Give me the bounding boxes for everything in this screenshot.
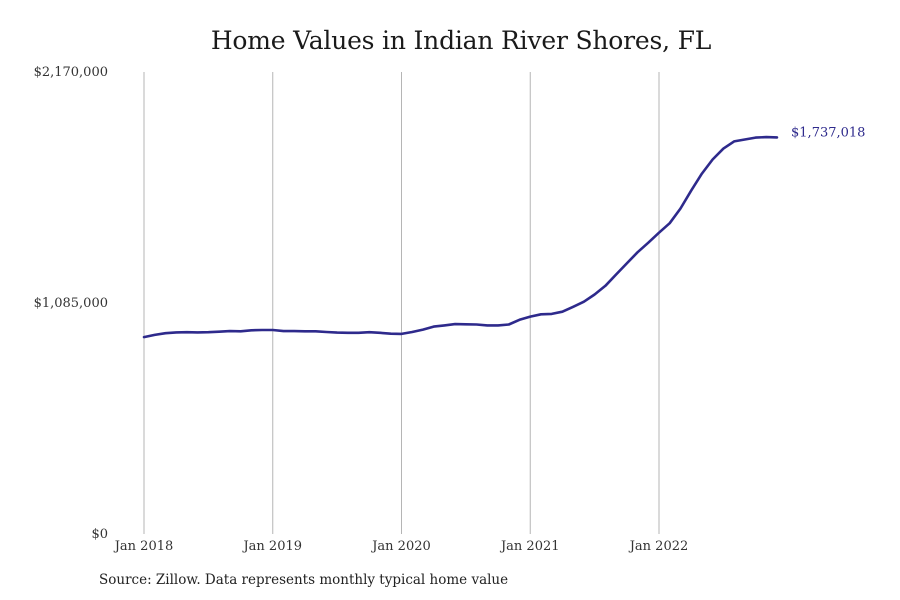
data-point: [315, 330, 317, 332]
data-point: [400, 333, 402, 335]
data-point: [390, 333, 392, 335]
data-point: [551, 313, 553, 315]
data-point: [508, 323, 510, 325]
data-point: [604, 285, 606, 287]
data-point: [336, 331, 338, 333]
data-point: [733, 140, 735, 142]
y-axis: $0 $1,085,000 $2,170,000: [34, 65, 108, 542]
data-point: [765, 136, 767, 138]
gridlines: [143, 72, 660, 534]
x-tick-label: Jan 2019: [241, 539, 302, 554]
y-tick-label: $1,085,000: [34, 296, 108, 311]
data-point: [443, 324, 445, 326]
data-point: [561, 311, 563, 313]
data-point: [593, 293, 595, 295]
data-point: [422, 328, 424, 330]
data-point: [711, 158, 713, 160]
data-point: [497, 324, 499, 326]
data-point: [679, 207, 681, 209]
y-tick-label: $0: [91, 527, 108, 542]
home-value-series-line: [142, 135, 779, 339]
data-point: [486, 324, 488, 326]
x-axis: Jan 2018 Jan 2019 Jan 2020 Jan 2021 Jan 2022: [113, 539, 689, 554]
data-point: [325, 331, 327, 333]
data-point: [196, 331, 198, 333]
source-note: Source: Zillow. Data represents monthly …: [99, 572, 509, 588]
data-point: [701, 172, 703, 174]
x-tick-label: Jan 2022: [628, 539, 689, 554]
data-point: [433, 325, 435, 327]
data-point: [465, 323, 467, 325]
data-point: [690, 189, 692, 191]
data-point: [636, 251, 638, 253]
data-point: [250, 329, 252, 331]
data-point: [218, 331, 220, 333]
data-point: [744, 138, 746, 140]
data-point: [529, 315, 531, 317]
data-point: [658, 232, 660, 234]
data-point: [615, 273, 617, 275]
x-tick-label: Jan 2018: [113, 539, 174, 554]
data-point: [186, 331, 188, 333]
data-point: [647, 242, 649, 244]
data-point: [475, 323, 477, 325]
data-point: [776, 136, 778, 138]
data-point: [454, 323, 456, 325]
data-point: [722, 147, 724, 149]
end-value-label: $1,737,018: [791, 125, 865, 140]
x-tick-label: Jan 2021: [499, 539, 560, 554]
data-point: [207, 331, 209, 333]
data-point: [626, 262, 628, 264]
data-point: [669, 222, 671, 224]
data-point: [304, 330, 306, 332]
data-point: [293, 330, 295, 332]
data-point: [368, 331, 370, 333]
data-point: [175, 331, 177, 333]
data-point: [261, 329, 263, 331]
data-point: [272, 329, 274, 331]
y-tick-label: $2,170,000: [34, 65, 108, 80]
data-point: [379, 332, 381, 334]
data-point: [754, 136, 756, 138]
x-tick-label: Jan 2020: [370, 539, 431, 554]
data-point: [164, 332, 166, 334]
data-point: [540, 313, 542, 315]
data-point: [154, 334, 156, 336]
data-point: [572, 306, 574, 308]
chart-title: Home Values in Indian River Shores, FL: [210, 26, 712, 55]
data-point: [357, 332, 359, 334]
data-point: [518, 319, 520, 321]
series-layer: $1,737,018: [142, 125, 865, 339]
data-point: [229, 330, 231, 332]
data-point: [282, 330, 284, 332]
data-point: [347, 332, 349, 334]
data-point: [583, 301, 585, 303]
data-point: [411, 331, 413, 333]
data-point: [239, 330, 241, 332]
data-point: [143, 336, 145, 338]
